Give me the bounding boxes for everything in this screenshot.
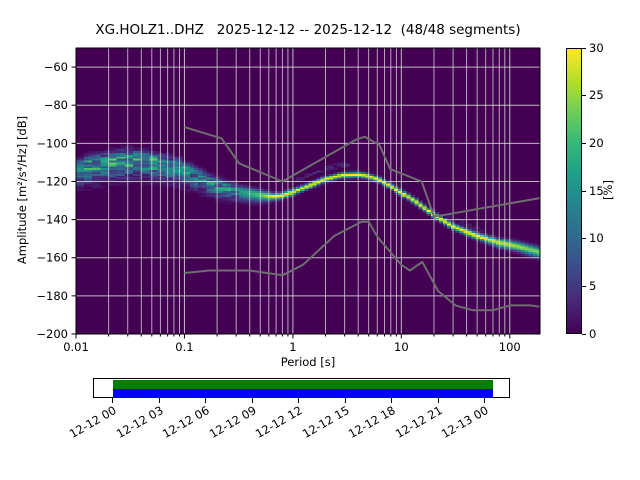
- timeline-tick-mark: [391, 398, 392, 403]
- x-axis-label: Period [s]: [280, 355, 336, 369]
- colorbar-tick-label: 10: [589, 231, 604, 246]
- y-tick-label: −60: [44, 60, 68, 74]
- timeline-tick-mark: [158, 398, 160, 403]
- x-tick-label: 1: [289, 340, 296, 354]
- x-tick-label: 100: [499, 340, 521, 354]
- axis-tick-labels: 0.01 0.1 1 10 100 −200 −180 −160 −140 −120 −100 −80…: [36, 60, 520, 354]
- noise-models: [184, 126, 540, 312]
- timeline-tick-mark: [344, 398, 346, 403]
- colorbar-tick-mark: [582, 285, 586, 287]
- timeline-tick-mark: [484, 398, 485, 403]
- timeline-tick-mark: [205, 398, 206, 403]
- nhnm-line: [184, 126, 540, 218]
- colorbar-tick-mark: [582, 142, 586, 144]
- nlnm-line: [184, 220, 540, 312]
- plot-border: [75, 47, 541, 335]
- x-tick-label: 0.01: [63, 340, 89, 354]
- colorbar-tick-label: 15: [589, 183, 604, 198]
- colorbar-gradient: [566, 48, 582, 334]
- plot-title: XG.HOLZ1..DHZ 2025-12-12 -- 2025-12-12 (…: [95, 22, 521, 38]
- y-tick-label: −80: [44, 98, 68, 112]
- y-tick-label: −100: [36, 136, 68, 150]
- y-tick-label: −200: [36, 327, 68, 341]
- colorbar-tick-mark: [582, 95, 586, 97]
- colorbar-tick-mark: [582, 190, 586, 192]
- timeline-used-segments-bar: [113, 388, 493, 398]
- y-tick-label: −120: [36, 174, 68, 188]
- colorbar-tick-label: 20: [589, 135, 604, 150]
- x-tick-label: 0.1: [175, 340, 193, 354]
- colorbar-tick-label: 5: [589, 278, 597, 293]
- colorbar-tick-mark: [582, 238, 586, 240]
- timeline-data-extent-bar: [113, 380, 493, 389]
- x-tick-label: 10: [394, 340, 409, 354]
- timeline-tick-mark: [251, 398, 253, 403]
- y-tick-label: −140: [36, 213, 68, 227]
- timeline-tick-mark: [112, 398, 113, 403]
- colorbar-tick-label: 25: [589, 88, 604, 103]
- colorbar-tick-mark: [582, 47, 586, 49]
- timeline-tick-mark: [298, 398, 299, 403]
- colorbar-tick-label: 0: [589, 326, 597, 341]
- y-tick-label: −180: [36, 289, 68, 303]
- timeline-box: [93, 378, 510, 398]
- colorbar-unit-label: [%]: [601, 180, 615, 200]
- y-tick-label: −160: [36, 251, 68, 265]
- colorbar-tick-mark: [582, 333, 586, 335]
- colorbar-tick-label: 30: [589, 40, 604, 55]
- timeline-tick-mark: [437, 398, 439, 403]
- axis-ticks: [71, 66, 511, 339]
